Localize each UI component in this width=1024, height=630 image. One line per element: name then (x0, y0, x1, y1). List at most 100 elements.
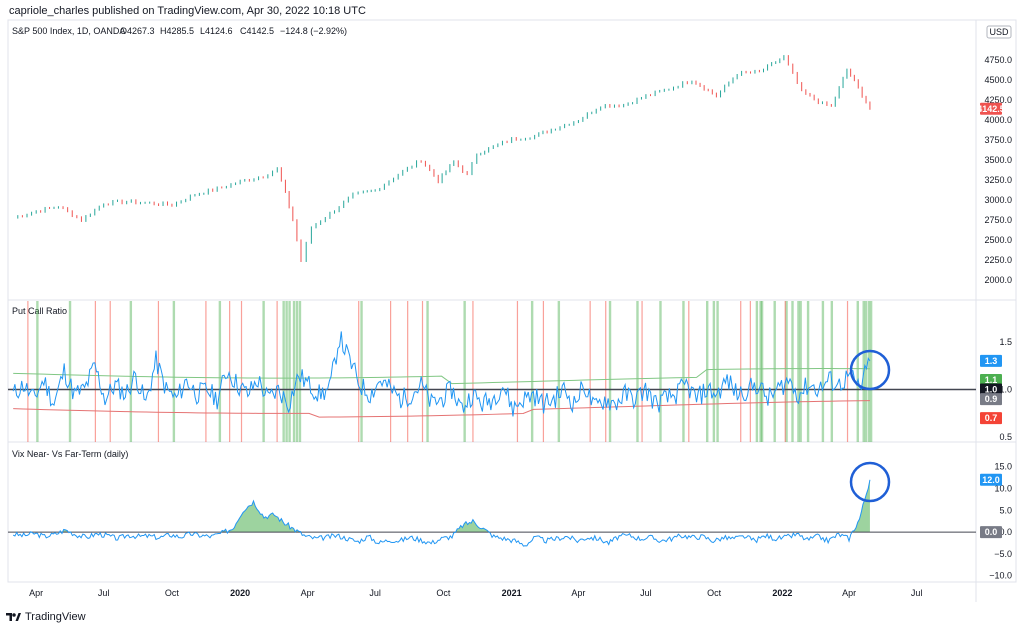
x-tick-label: Jul (369, 588, 381, 598)
signal-band-green (869, 301, 873, 442)
pcr-y-tick: 1.0 (999, 385, 1012, 395)
ohlc-change: −124.8 (−2.92%) (280, 26, 347, 36)
signal-band-red (229, 301, 231, 442)
x-tick-label: Jul (640, 588, 652, 598)
ohlc-o: O4267.3 (120, 26, 155, 36)
pcr-y-tick: 0.5 (999, 432, 1012, 442)
signal-band-green (262, 301, 265, 442)
signal-band-green (463, 301, 466, 442)
signal-band-red (407, 301, 409, 442)
pcr-value-tag-bg (980, 412, 1002, 425)
signal-band-green (799, 301, 802, 442)
signal-band-green (705, 301, 709, 442)
signal-band-red (740, 301, 742, 442)
signal-band-red (421, 301, 424, 442)
signal-band-red (846, 301, 849, 442)
pcr-value-tag: 1.1 (985, 375, 998, 385)
x-tick-label: Apr (842, 588, 856, 598)
currency-badge[interactable] (986, 25, 1012, 39)
signal-band-green (755, 301, 759, 442)
ohlc-h: H4285.5 (160, 26, 194, 36)
signal-band-green (821, 301, 825, 442)
vix-positive-area (13, 479, 870, 533)
vix-series-line (12, 479, 871, 547)
pcr-upper-threshold (13, 368, 870, 385)
signal-band-red (542, 301, 545, 442)
signal-band-green (759, 301, 762, 442)
signal-band-red (688, 301, 690, 442)
pcr-y-tick: 1.5 (999, 337, 1012, 347)
signal-band-green (295, 301, 299, 442)
price-y-tick: 2500.0 (984, 235, 1012, 245)
vix-term-pane[interactable]: Vix Near- Vs Far-Term (daily) 15.0 10.0 5.0… (8, 449, 1012, 581)
signal-band-green (797, 301, 800, 442)
vix-y-tick: 10.0 (994, 484, 1012, 494)
signal-band-green (36, 301, 39, 442)
highlight-circle (849, 349, 891, 391)
signal-band-green (773, 301, 776, 442)
price-y-tick: 3750.0 (984, 135, 1012, 145)
signal-band-green (68, 301, 72, 442)
signal-band-red (605, 301, 607, 442)
price-y-tick: 4500.0 (984, 75, 1012, 85)
signal-band-red (641, 301, 643, 442)
currency-label: USD (989, 27, 1009, 37)
x-tick-label: 2021 (502, 588, 522, 598)
price-y-tick: 3000.0 (984, 195, 1012, 205)
pcr-value-tag-bg (980, 354, 1002, 367)
signal-band-red (516, 301, 519, 442)
vix-y-tick: 15.0 (994, 462, 1012, 472)
x-tick-label: 2020 (230, 588, 250, 598)
vix-value-tag-bg (980, 473, 1002, 486)
signal-band-green (298, 301, 302, 442)
signal-band-green (659, 301, 662, 442)
signal-band-green (682, 301, 685, 442)
signal-band-red (94, 301, 96, 442)
signal-band-red (390, 301, 392, 442)
pcr-pane-title: Put Call Ratio (12, 306, 67, 316)
signal-band-green (830, 301, 834, 442)
x-tick-label: Apr (29, 588, 43, 598)
signal-band-green (785, 301, 788, 442)
signal-band-red (205, 301, 207, 442)
x-tick-label: Apr (571, 588, 585, 598)
price-last-tag: 4142.5 (977, 104, 1005, 114)
publisher-line: capriole_charles published on TradingVie… (9, 5, 366, 17)
put-call-ratio-pane[interactable]: Put Call Ratio 1.5 1.0 0.5 1.3 1.11.00.9 0.7 (8, 301, 1012, 442)
footer-brand-label: TradingView (25, 611, 86, 623)
pcr-value-tag: 0.7 (985, 413, 998, 423)
price-y-tick: 2250.0 (984, 255, 1012, 265)
signal-band-red (749, 301, 751, 442)
signal-band-green (867, 301, 871, 442)
signal-band-red (472, 301, 474, 442)
x-tick-label: Oct (436, 588, 451, 598)
vix-y-tick: −10.0 (989, 571, 1012, 581)
signal-band-green (288, 301, 291, 442)
price-pane-title: S&P 500 Index, 1D, OANDA (12, 26, 125, 36)
vix-y-tick: 5.0 (999, 505, 1012, 515)
signal-band-red (240, 301, 243, 442)
x-tick-label: Oct (707, 588, 722, 598)
tradingview-logo-icon (6, 613, 21, 621)
signal-band-green (716, 301, 719, 442)
signal-band-green (791, 301, 794, 442)
pcr-series-line (12, 331, 871, 417)
ohlc-c: C4142.5 (240, 26, 274, 36)
signal-band-green (292, 301, 296, 442)
signal-band-green (864, 301, 868, 442)
signal-band-green (426, 301, 429, 442)
price-y-tick: 4000.0 (984, 115, 1012, 125)
price-y-tick: 2000.0 (984, 275, 1012, 285)
x-tick-label: Oct (165, 588, 180, 598)
price-y-tick: 4250.0 (984, 95, 1012, 105)
signal-band-red (358, 301, 360, 442)
ohlc-l: L4124.6 (200, 26, 233, 36)
pcr-value-tag: 0.9 (985, 394, 998, 404)
signal-band-red (109, 301, 111, 442)
signal-band-green (557, 301, 561, 442)
vix-y-tick: −5.0 (994, 549, 1012, 559)
footer-brand[interactable]: TradingView (6, 611, 86, 623)
price-y-tick: 3250.0 (984, 175, 1012, 185)
